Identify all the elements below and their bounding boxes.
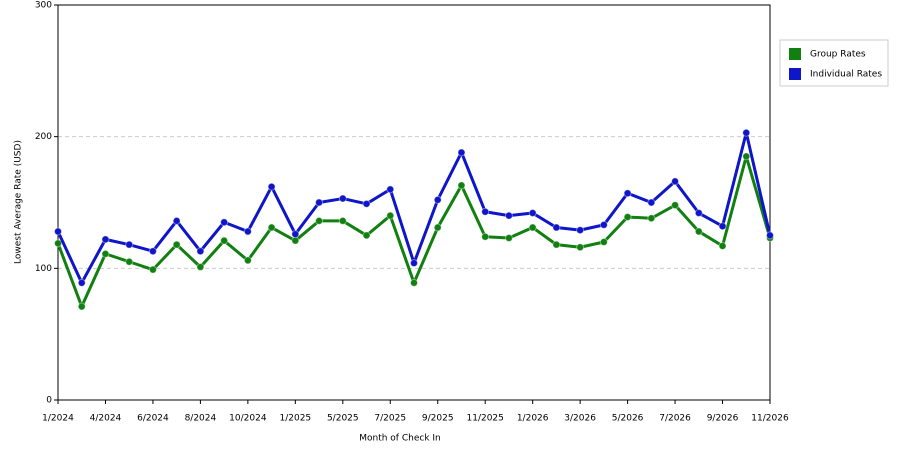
x-tick-label: 11/2026 (751, 414, 789, 424)
y-tick-label: 100 (35, 264, 52, 274)
point (623, 212, 632, 221)
y-axis-label: Lowest Average Rate (USD) (14, 140, 24, 264)
point (148, 247, 157, 256)
point (125, 257, 134, 266)
point (766, 231, 774, 240)
point (315, 198, 324, 207)
point (196, 263, 205, 272)
y-tick-label: 300 (35, 1, 52, 11)
point (504, 211, 513, 220)
legend-swatch (789, 48, 801, 60)
point (172, 216, 181, 225)
point (386, 185, 395, 194)
point (599, 220, 608, 229)
point (101, 235, 110, 244)
point (647, 198, 656, 207)
point (196, 247, 205, 256)
point (148, 265, 157, 274)
x-tick-label: 4/2024 (90, 414, 122, 424)
point (552, 223, 561, 232)
x-tick-label: 10/2024 (229, 414, 267, 424)
point (101, 249, 110, 258)
point (694, 209, 703, 218)
point (338, 216, 347, 225)
point (623, 189, 632, 198)
point (671, 177, 680, 186)
point (410, 278, 418, 287)
point (504, 234, 513, 243)
y-tick-label: 0 (46, 396, 52, 406)
legend-swatch (789, 68, 801, 80)
point (77, 302, 86, 311)
point (315, 216, 324, 225)
point (433, 223, 442, 232)
point (528, 223, 537, 232)
point (362, 199, 371, 208)
point (220, 236, 229, 245)
point (528, 209, 537, 218)
point (694, 227, 703, 236)
x-tick-label: 6/2024 (137, 414, 169, 424)
point (54, 227, 62, 236)
x-tick-label: 9/2026 (707, 414, 739, 424)
point (338, 194, 347, 203)
point (77, 278, 86, 287)
point (647, 214, 656, 223)
point (718, 222, 727, 231)
point (386, 211, 395, 220)
point (267, 182, 276, 191)
point (54, 239, 62, 248)
point (742, 128, 751, 137)
point (243, 227, 252, 236)
point (481, 207, 490, 216)
point (172, 240, 181, 249)
point (552, 240, 561, 249)
point (410, 259, 418, 268)
x-tick-label: 1/2026 (517, 414, 549, 424)
x-tick-label: 5/2026 (612, 414, 644, 424)
x-tick-label: 7/2026 (659, 414, 691, 424)
point (671, 201, 680, 210)
point (291, 236, 300, 245)
x-tick-label: 9/2025 (422, 414, 454, 424)
point (457, 148, 466, 157)
point (481, 232, 490, 241)
point (433, 195, 442, 204)
x-tick-label: 7/2025 (374, 414, 406, 424)
point (220, 218, 229, 227)
point (267, 223, 276, 232)
legend-label: Group Rates (810, 50, 866, 60)
y-tick-label: 200 (35, 132, 52, 142)
point (576, 226, 585, 235)
x-tick-label: 3/2026 (564, 414, 596, 424)
x-tick-label: 1/2025 (279, 414, 311, 424)
x-tick-label: 5/2025 (327, 414, 359, 424)
point (599, 238, 608, 246)
point (362, 231, 371, 240)
point (718, 241, 727, 250)
plot-frame (57, 4, 771, 401)
point (291, 230, 300, 239)
point (243, 256, 252, 265)
point (125, 240, 134, 249)
legend-label: Individual Rates (810, 70, 882, 80)
point (742, 152, 751, 161)
x-axis-label: Month of Check In (359, 434, 441, 444)
point (457, 181, 466, 190)
x-tick-label: 8/2024 (185, 414, 217, 424)
point (576, 243, 585, 252)
x-tick-label: 11/2025 (467, 414, 504, 424)
x-tick-label: 1/2024 (42, 414, 74, 424)
